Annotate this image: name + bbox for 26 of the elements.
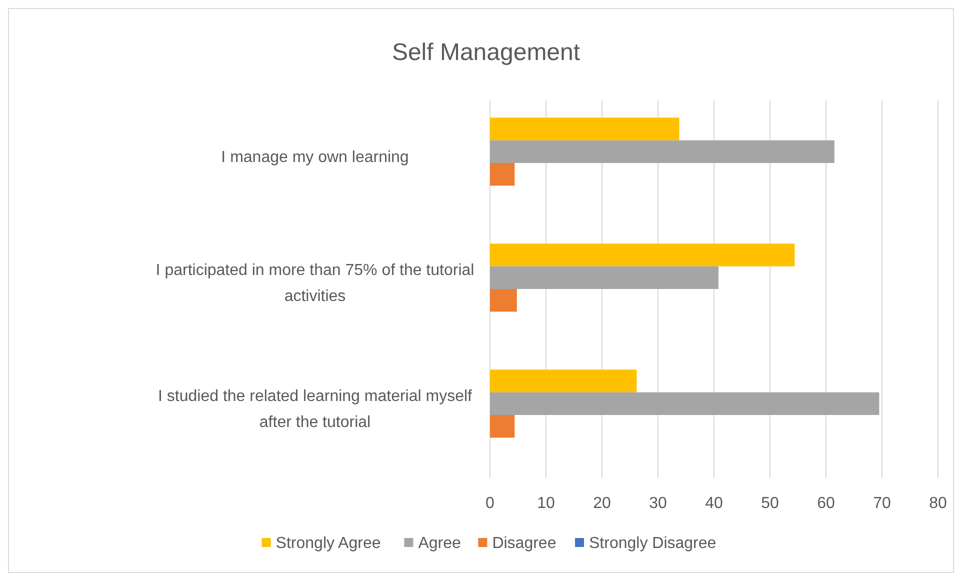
x-tick-label: 20 — [593, 495, 611, 512]
bar — [490, 266, 718, 289]
bar — [490, 244, 795, 266]
x-tick-label: 30 — [649, 495, 667, 512]
bar — [490, 118, 680, 140]
bar — [490, 289, 517, 312]
x-tick-label: 10 — [537, 495, 555, 512]
y-tick-label: I participated in more than 75% of the tutorial activities — [156, 262, 474, 305]
bar — [490, 140, 834, 163]
bar — [490, 392, 880, 415]
x-tick-label: 40 — [705, 495, 723, 512]
chart-title: Self Management — [392, 39, 580, 66]
x-tick-label: 80 — [929, 495, 947, 512]
y-tick-label: I manage my own learning — [221, 149, 409, 166]
legend-label: Strongly Agree — [276, 535, 381, 552]
bar — [490, 163, 515, 186]
x-tick-label: 70 — [873, 495, 891, 512]
x-tick-label: 50 — [761, 495, 779, 512]
y-tick-label: I studied the related learning material myself after the tutorial — [158, 388, 473, 431]
bar — [490, 415, 515, 438]
legend-label: Agree — [418, 535, 461, 552]
x-tick-label: 60 — [817, 495, 835, 512]
legend-label: Disagree — [492, 535, 556, 552]
bar — [490, 370, 637, 392]
legend-label: Strongly Disagree — [589, 535, 716, 552]
x-tick-label: 0 — [486, 495, 495, 512]
